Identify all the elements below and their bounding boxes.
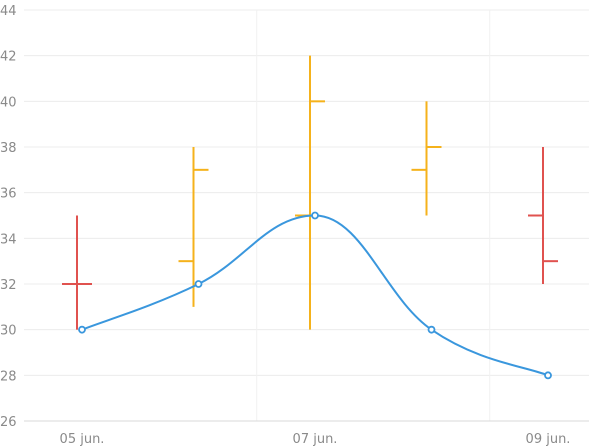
line-point-marker xyxy=(544,371,552,380)
ohlc-series xyxy=(62,55,558,330)
grid xyxy=(24,9,589,421)
x-tick-label: 09 jun. xyxy=(526,432,571,447)
line-point-marker xyxy=(427,325,436,334)
ohlc-bar xyxy=(528,147,558,284)
y-tick-label: 28 xyxy=(0,369,17,384)
y-tick-label: 38 xyxy=(0,141,17,156)
line-point-marker xyxy=(311,211,319,220)
y-tick-label: 40 xyxy=(0,95,17,110)
y-tick-label: 30 xyxy=(0,324,17,339)
x-tick-label: 05 jun. xyxy=(60,432,105,447)
y-tick-label: 42 xyxy=(0,50,17,65)
line-series xyxy=(78,211,552,380)
line-point-marker xyxy=(78,325,86,334)
y-axis: 26 28 30 32 34 36 38 40 42 44 xyxy=(0,4,17,430)
x-axis: 05 jun. 07 jun. 09 jun. xyxy=(24,420,589,447)
ohlc-bar xyxy=(178,147,209,307)
y-tick-label: 32 xyxy=(0,278,17,293)
y-tick-label: 26 xyxy=(0,415,17,430)
line-point-marker xyxy=(194,280,203,288)
series-line xyxy=(81,214,549,377)
y-tick-label: 36 xyxy=(0,187,17,202)
ohlc-bar xyxy=(411,101,442,216)
x-tick-label: 07 jun. xyxy=(293,432,338,447)
ohlc-bar xyxy=(62,215,92,330)
y-tick-label: 44 xyxy=(0,4,17,19)
y-tick-label: 34 xyxy=(0,232,17,247)
